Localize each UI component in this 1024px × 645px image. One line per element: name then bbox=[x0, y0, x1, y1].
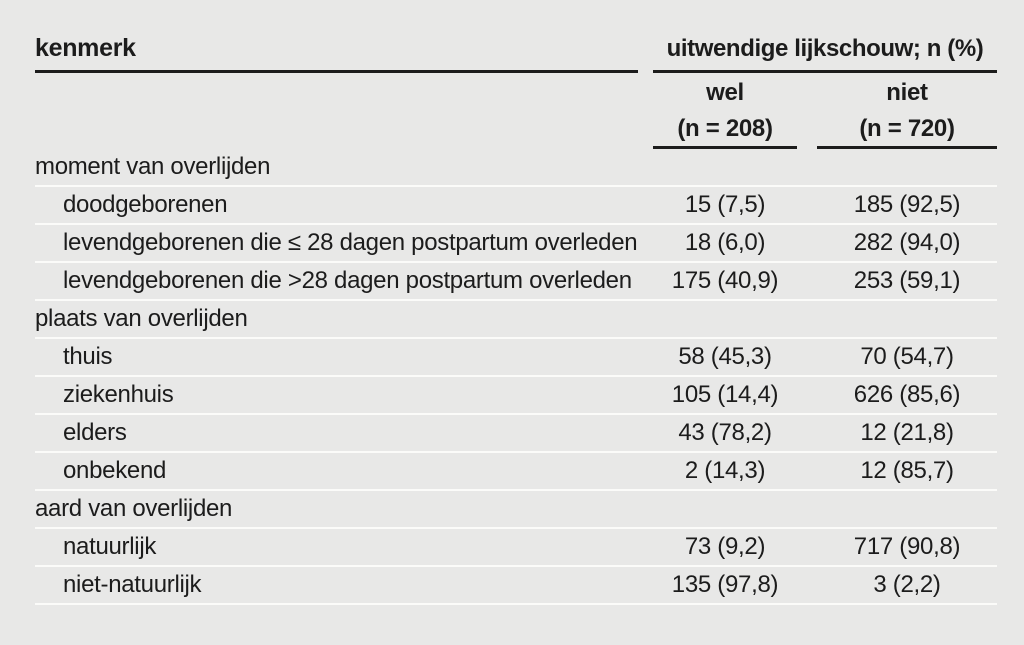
table-row: plaats van overlijden bbox=[35, 301, 997, 339]
row-label: levendgeborenen die ≤ 28 dagen postpartu… bbox=[63, 229, 638, 256]
cell-niet: 185 (92,5) bbox=[853, 191, 961, 218]
table-row: thuis 58 (45,3) 70 (54,7) bbox=[35, 339, 997, 377]
row-label: onbekend bbox=[63, 457, 167, 484]
subheader-n-row: (n = 208) (n = 720) bbox=[35, 113, 997, 149]
row-label: plaats van overlijden bbox=[35, 305, 248, 332]
table-row: moment van overlijden bbox=[35, 149, 997, 187]
cell-wel: 15 (7,5) bbox=[684, 191, 766, 218]
cell-wel: 105 (14,4) bbox=[671, 381, 779, 408]
row-label: aard van overlijden bbox=[35, 495, 233, 522]
table-row: aard van overlijden bbox=[35, 491, 997, 529]
cell-wel: 2 (14,3) bbox=[684, 457, 766, 484]
table-row: elders 43 (78,2) 12 (21,8) bbox=[35, 415, 997, 453]
subheader-n-wel: (n = 208) bbox=[653, 113, 797, 149]
cell-wel: 58 (45,3) bbox=[678, 343, 772, 370]
table-row: natuurlijk 73 (9,2) 717 (90,8) bbox=[35, 529, 997, 567]
cell-wel: 18 (6,0) bbox=[684, 229, 766, 256]
column-header-kenmerk: kenmerk bbox=[35, 15, 638, 73]
cell-niet: 12 (21,8) bbox=[860, 419, 954, 446]
cell-niet: 282 (94,0) bbox=[853, 229, 961, 256]
data-table: kenmerk uitwendige lijkschouw; n (%) wel… bbox=[35, 15, 997, 605]
table-row: levendgeborenen die >28 dagen postpartum… bbox=[35, 263, 997, 301]
table-row: ziekenhuis 105 (14,4) 626 (85,6) bbox=[35, 377, 997, 415]
row-label: doodgeborenen bbox=[63, 191, 228, 218]
row-label: thuis bbox=[63, 343, 113, 370]
subheader-row: wel niet bbox=[35, 73, 997, 113]
cell-wel: 135 (97,8) bbox=[671, 571, 779, 598]
cell-niet: 3 (2,2) bbox=[873, 571, 941, 598]
cell-niet: 626 (85,6) bbox=[853, 381, 961, 408]
table-body: moment van overlijden doodgeborenen 15 (… bbox=[35, 149, 997, 605]
table-row: levendgeborenen die ≤ 28 dagen postpartu… bbox=[35, 225, 997, 263]
cell-wel: 43 (78,2) bbox=[678, 419, 772, 446]
row-label: moment van overlijden bbox=[35, 153, 271, 180]
cell-niet: 70 (54,7) bbox=[860, 343, 954, 370]
row-label: niet-natuurlijk bbox=[63, 571, 202, 598]
cell-niet: 717 (90,8) bbox=[853, 533, 961, 560]
table-row: onbekend 2 (14,3) 12 (85,7) bbox=[35, 453, 997, 491]
cell-wel: 175 (40,9) bbox=[671, 267, 779, 294]
table-header-row: kenmerk uitwendige lijkschouw; n (%) bbox=[35, 15, 997, 73]
row-label: elders bbox=[63, 419, 127, 446]
cell-wel: 73 (9,2) bbox=[684, 533, 766, 560]
row-label: levendgeborenen die >28 dagen postpartum… bbox=[63, 267, 632, 294]
cell-niet: 253 (59,1) bbox=[853, 267, 961, 294]
subheader-niet: niet bbox=[886, 79, 928, 106]
row-label: ziekenhuis bbox=[63, 381, 174, 408]
column-group-header: uitwendige lijkschouw; n (%) bbox=[653, 15, 997, 73]
cell-niet: 12 (85,7) bbox=[860, 457, 954, 484]
subheader-n-niet: (n = 720) bbox=[817, 113, 997, 149]
subheader-wel: wel bbox=[706, 79, 744, 106]
table-row: niet-natuurlijk 135 (97,8) 3 (2,2) bbox=[35, 567, 997, 605]
row-label: natuurlijk bbox=[63, 533, 157, 560]
table-row: doodgeborenen 15 (7,5) 185 (92,5) bbox=[35, 187, 997, 225]
